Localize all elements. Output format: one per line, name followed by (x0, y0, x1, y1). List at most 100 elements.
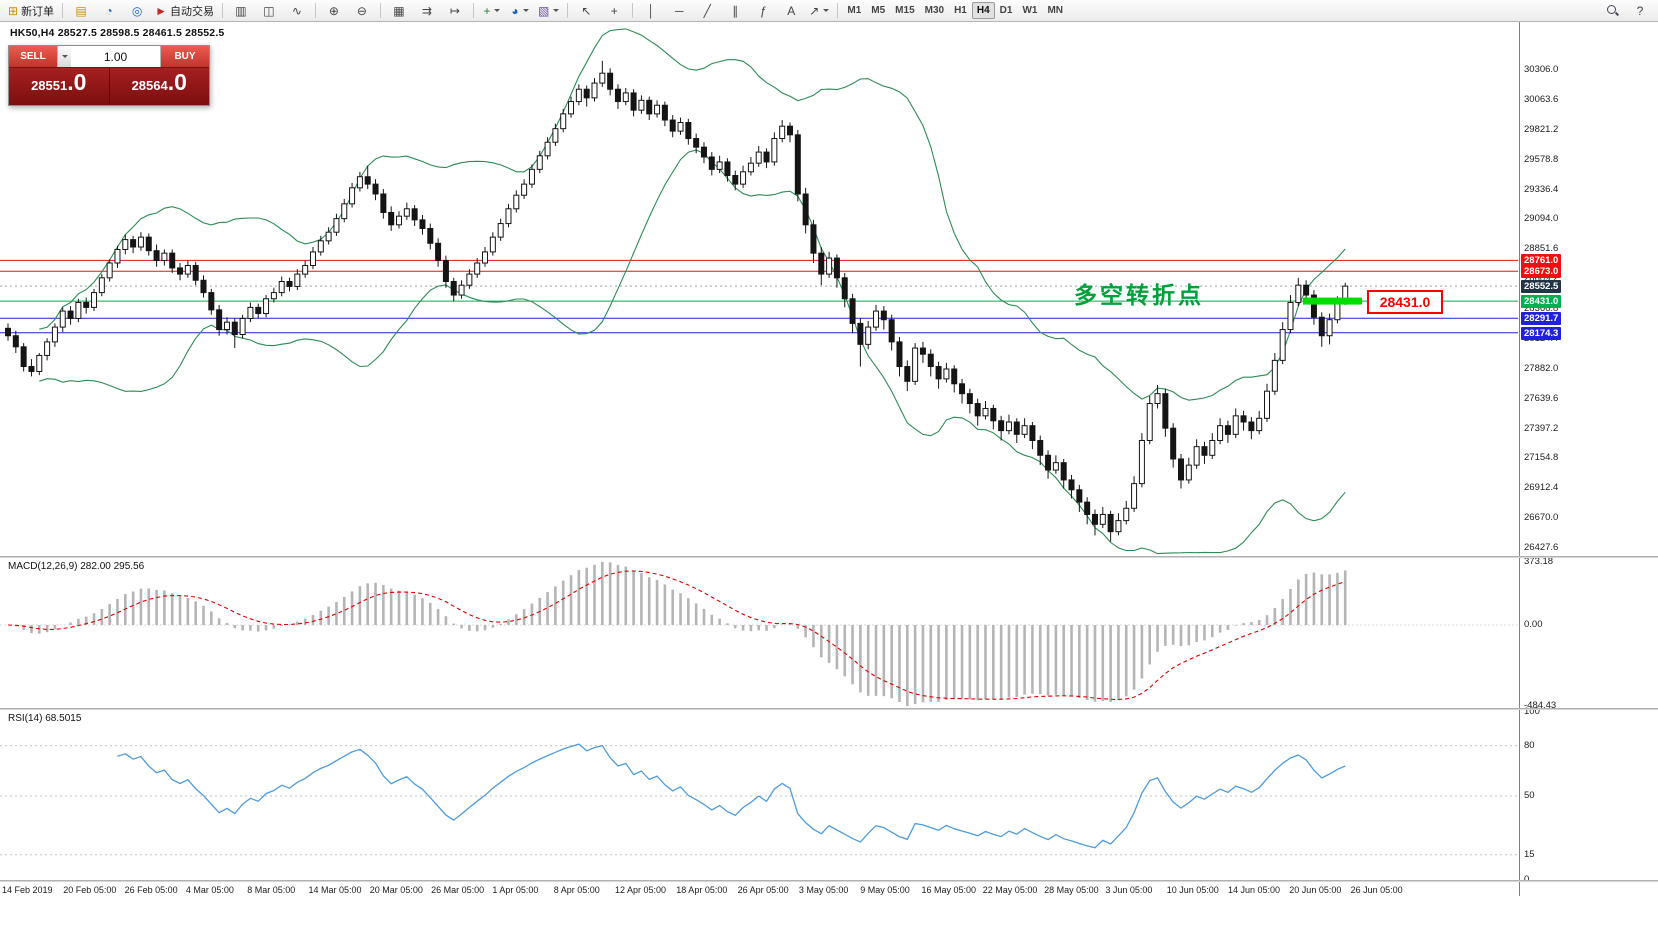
volume-input[interactable]: 1.00 (71, 46, 161, 67)
bollinger-lower-band (39, 149, 1346, 555)
time-axis-label: 22 May 05:00 (982, 885, 1038, 895)
rsi-canvas[interactable] (0, 710, 1518, 880)
arrows-button[interactable]: ↗ (805, 1, 833, 21)
help-button[interactable]: ? (1626, 1, 1654, 21)
main-chart-pane[interactable] (0, 22, 1518, 556)
price-tick-label: 26670.0 (1524, 512, 1559, 524)
buy-button[interactable]: BUY (161, 46, 209, 67)
chart-shift-button[interactable]: ↦ (441, 1, 469, 21)
time-axis-label: 20 Mar 05:00 (369, 885, 423, 895)
template-button[interactable]: ▧ (534, 1, 563, 21)
price-tick-label: 26427.6 (1524, 542, 1559, 553)
current-price-label: 28552.5 (1521, 280, 1562, 294)
timeframe-m30[interactable]: M30 (924, 5, 945, 16)
cursor-button[interactable]: ↖ (572, 1, 600, 21)
time-axis-label: 20 Jun 05:00 (1289, 885, 1342, 895)
candlestick-chart-button[interactable]: ◫ (255, 1, 283, 21)
sell-price[interactable]: 28551.0 (9, 68, 110, 105)
macd-histogram (14, 562, 1347, 706)
price-callout-label[interactable]: 28431.0 (1367, 290, 1443, 315)
toolbar: ⊞ 新订单 ▤ ◔ ◎ ► 自动交易 ▥ ◫ ∿ ⊕ ⊖ ▦ ⇉ ↦ + ◕ ▧ ↖ + │ ─ ╱ ∥ ƒ A ↗ M1 M5 M15 M… (0, 0, 1658, 22)
toolbar-button-groups: ⊞ 新订单 ▤ ◔ ◎ ► 自动交易 ▥ ◫ ∿ ⊕ ⊖ ▦ ⇉ ↦ + ◕ ▧ ↖ + │ ─ ╱ ∥ ƒ A ↗ M1 M5 M15 M… (4, 0, 1598, 21)
time-axis-label: 28 May 05:00 (1044, 885, 1099, 895)
buy-price[interactable]: 28564.0 (109, 68, 209, 105)
macd-signal-line (7, 570, 1346, 701)
time-axis-label: 14 Feb 2019 (2, 885, 53, 895)
one-click-trading-panel: SELL 1.00 BUY 28551.0 28564.0 (8, 45, 210, 106)
timeframe-m15[interactable]: M15 (895, 5, 915, 16)
fibonacci-button[interactable]: ƒ (749, 1, 777, 21)
search-button[interactable] (1598, 1, 1626, 21)
pane-divider[interactable] (0, 556, 1658, 558)
chevron-down-icon (494, 9, 501, 12)
timeframe-m1[interactable]: M1 (847, 5, 862, 16)
macd-canvas[interactable] (0, 558, 1518, 708)
equidistant-channel-button[interactable]: ∥ (721, 1, 749, 21)
level-price-label: 28431.0 (1521, 295, 1562, 309)
timeframe-h1[interactable]: H1 (954, 5, 967, 16)
sell-button[interactable]: SELL (9, 46, 57, 67)
navigator-button[interactable]: ◎ (123, 1, 151, 21)
price-tick-label: 27154.8 (1524, 452, 1559, 464)
macd-indicator-pane[interactable] (0, 558, 1518, 708)
vertical-line-button[interactable]: │ (637, 1, 665, 21)
auto-scroll-button[interactable]: ⇉ (413, 1, 441, 21)
timeframe-m5[interactable]: M5 (871, 5, 886, 16)
crosshair-button[interactable]: + (600, 1, 628, 21)
rsi-axis-label: 80 (1524, 739, 1535, 751)
price-tick-label: 29578.8 (1524, 153, 1559, 165)
period-selector-button[interactable]: ◕ (506, 1, 534, 21)
arrows-icon: ↗ (809, 3, 820, 18)
price-tick-label: 30306.0 (1524, 64, 1559, 75)
charts-grid-button[interactable]: ▤ (67, 1, 95, 21)
market-watch-button[interactable]: ◔ (95, 1, 123, 21)
chart-text-annotation[interactable]: 多空转折点 (1074, 282, 1204, 308)
bollinger-upper-band (39, 28, 1346, 401)
trendline-button[interactable]: ╱ (693, 1, 721, 21)
price-chart-canvas[interactable] (0, 22, 1518, 556)
text-label-icon: A (787, 3, 796, 18)
price-tick-label: 29336.4 (1524, 183, 1559, 195)
horizontal-line-icon: ─ (675, 3, 684, 18)
rsi-indicator-pane[interactable] (0, 710, 1518, 880)
vertical-line-icon: │ (647, 3, 656, 18)
tile-windows-button[interactable]: ▦ (385, 1, 413, 21)
toolbar-separator (567, 3, 569, 18)
time-axis-label: 10 Jun 05:00 (1166, 885, 1219, 895)
autotrading-button[interactable]: ► 自动交易 (151, 1, 218, 21)
price-tick-label: 29094.0 (1524, 213, 1559, 225)
zoom-in-button[interactable]: ⊕ (320, 1, 348, 21)
horizontal-line-button[interactable]: ─ (665, 1, 693, 21)
auto-scroll-icon: ⇉ (421, 3, 432, 18)
timeframe-w1[interactable]: W1 (1022, 5, 1038, 16)
time-axis[interactable]: 14 Feb 2019 20 Feb 05:00 26 Feb 05:00 4 Mar… (0, 882, 1518, 898)
pane-divider[interactable] (0, 708, 1658, 710)
market-watch-icon: ◔ (105, 3, 113, 18)
buy-price-main: 28564 (131, 78, 168, 93)
pane-divider[interactable] (0, 880, 1658, 882)
level-price-label: 28291.7 (1521, 312, 1562, 326)
time-axis-label: 16 May 05:00 (921, 885, 977, 895)
rsi-axis-label: 15 (1524, 848, 1535, 860)
add-indicator-button[interactable]: + (478, 1, 506, 21)
price-axis[interactable]: 30306.0 30063.6 29821.2 29578.8 29336.4 29094… (1519, 22, 1658, 896)
timeframe-h4[interactable]: H4 (971, 2, 995, 19)
symbol-ohlc-header: HK50,H4 28527.5 28598.5 28461.5 28552.5 (10, 27, 225, 39)
toolbar-separator (632, 3, 634, 18)
volume-dropdown-button[interactable] (57, 46, 71, 67)
line-chart-button[interactable]: ∿ (283, 1, 311, 21)
timeframe-mn[interactable]: MN (1047, 5, 1064, 16)
time-axis-label: 14 Mar 05:00 (308, 885, 362, 895)
zoom-out-button[interactable]: ⊖ (348, 1, 376, 21)
new-order-button-label: 新订单 (21, 5, 55, 18)
rsi-line (117, 743, 1346, 849)
timeframe-d1[interactable]: D1 (999, 5, 1013, 16)
text-label-button[interactable]: A (777, 1, 805, 21)
new-order-button[interactable]: ⊞ 新订单 (4, 1, 58, 21)
toolbar-separator (472, 3, 474, 18)
candlestick-chart-icon: ◫ (263, 3, 275, 18)
time-axis-label: 8 Apr 05:00 (553, 885, 600, 895)
chevron-down-icon (62, 55, 68, 58)
bar-chart-button[interactable]: ▥ (227, 1, 255, 21)
highlight-level-segment[interactable] (1303, 297, 1362, 305)
